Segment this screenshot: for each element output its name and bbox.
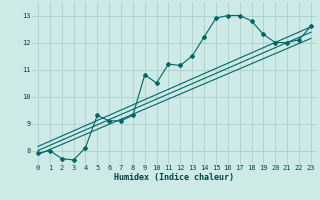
X-axis label: Humidex (Indice chaleur): Humidex (Indice chaleur) — [115, 173, 234, 182]
